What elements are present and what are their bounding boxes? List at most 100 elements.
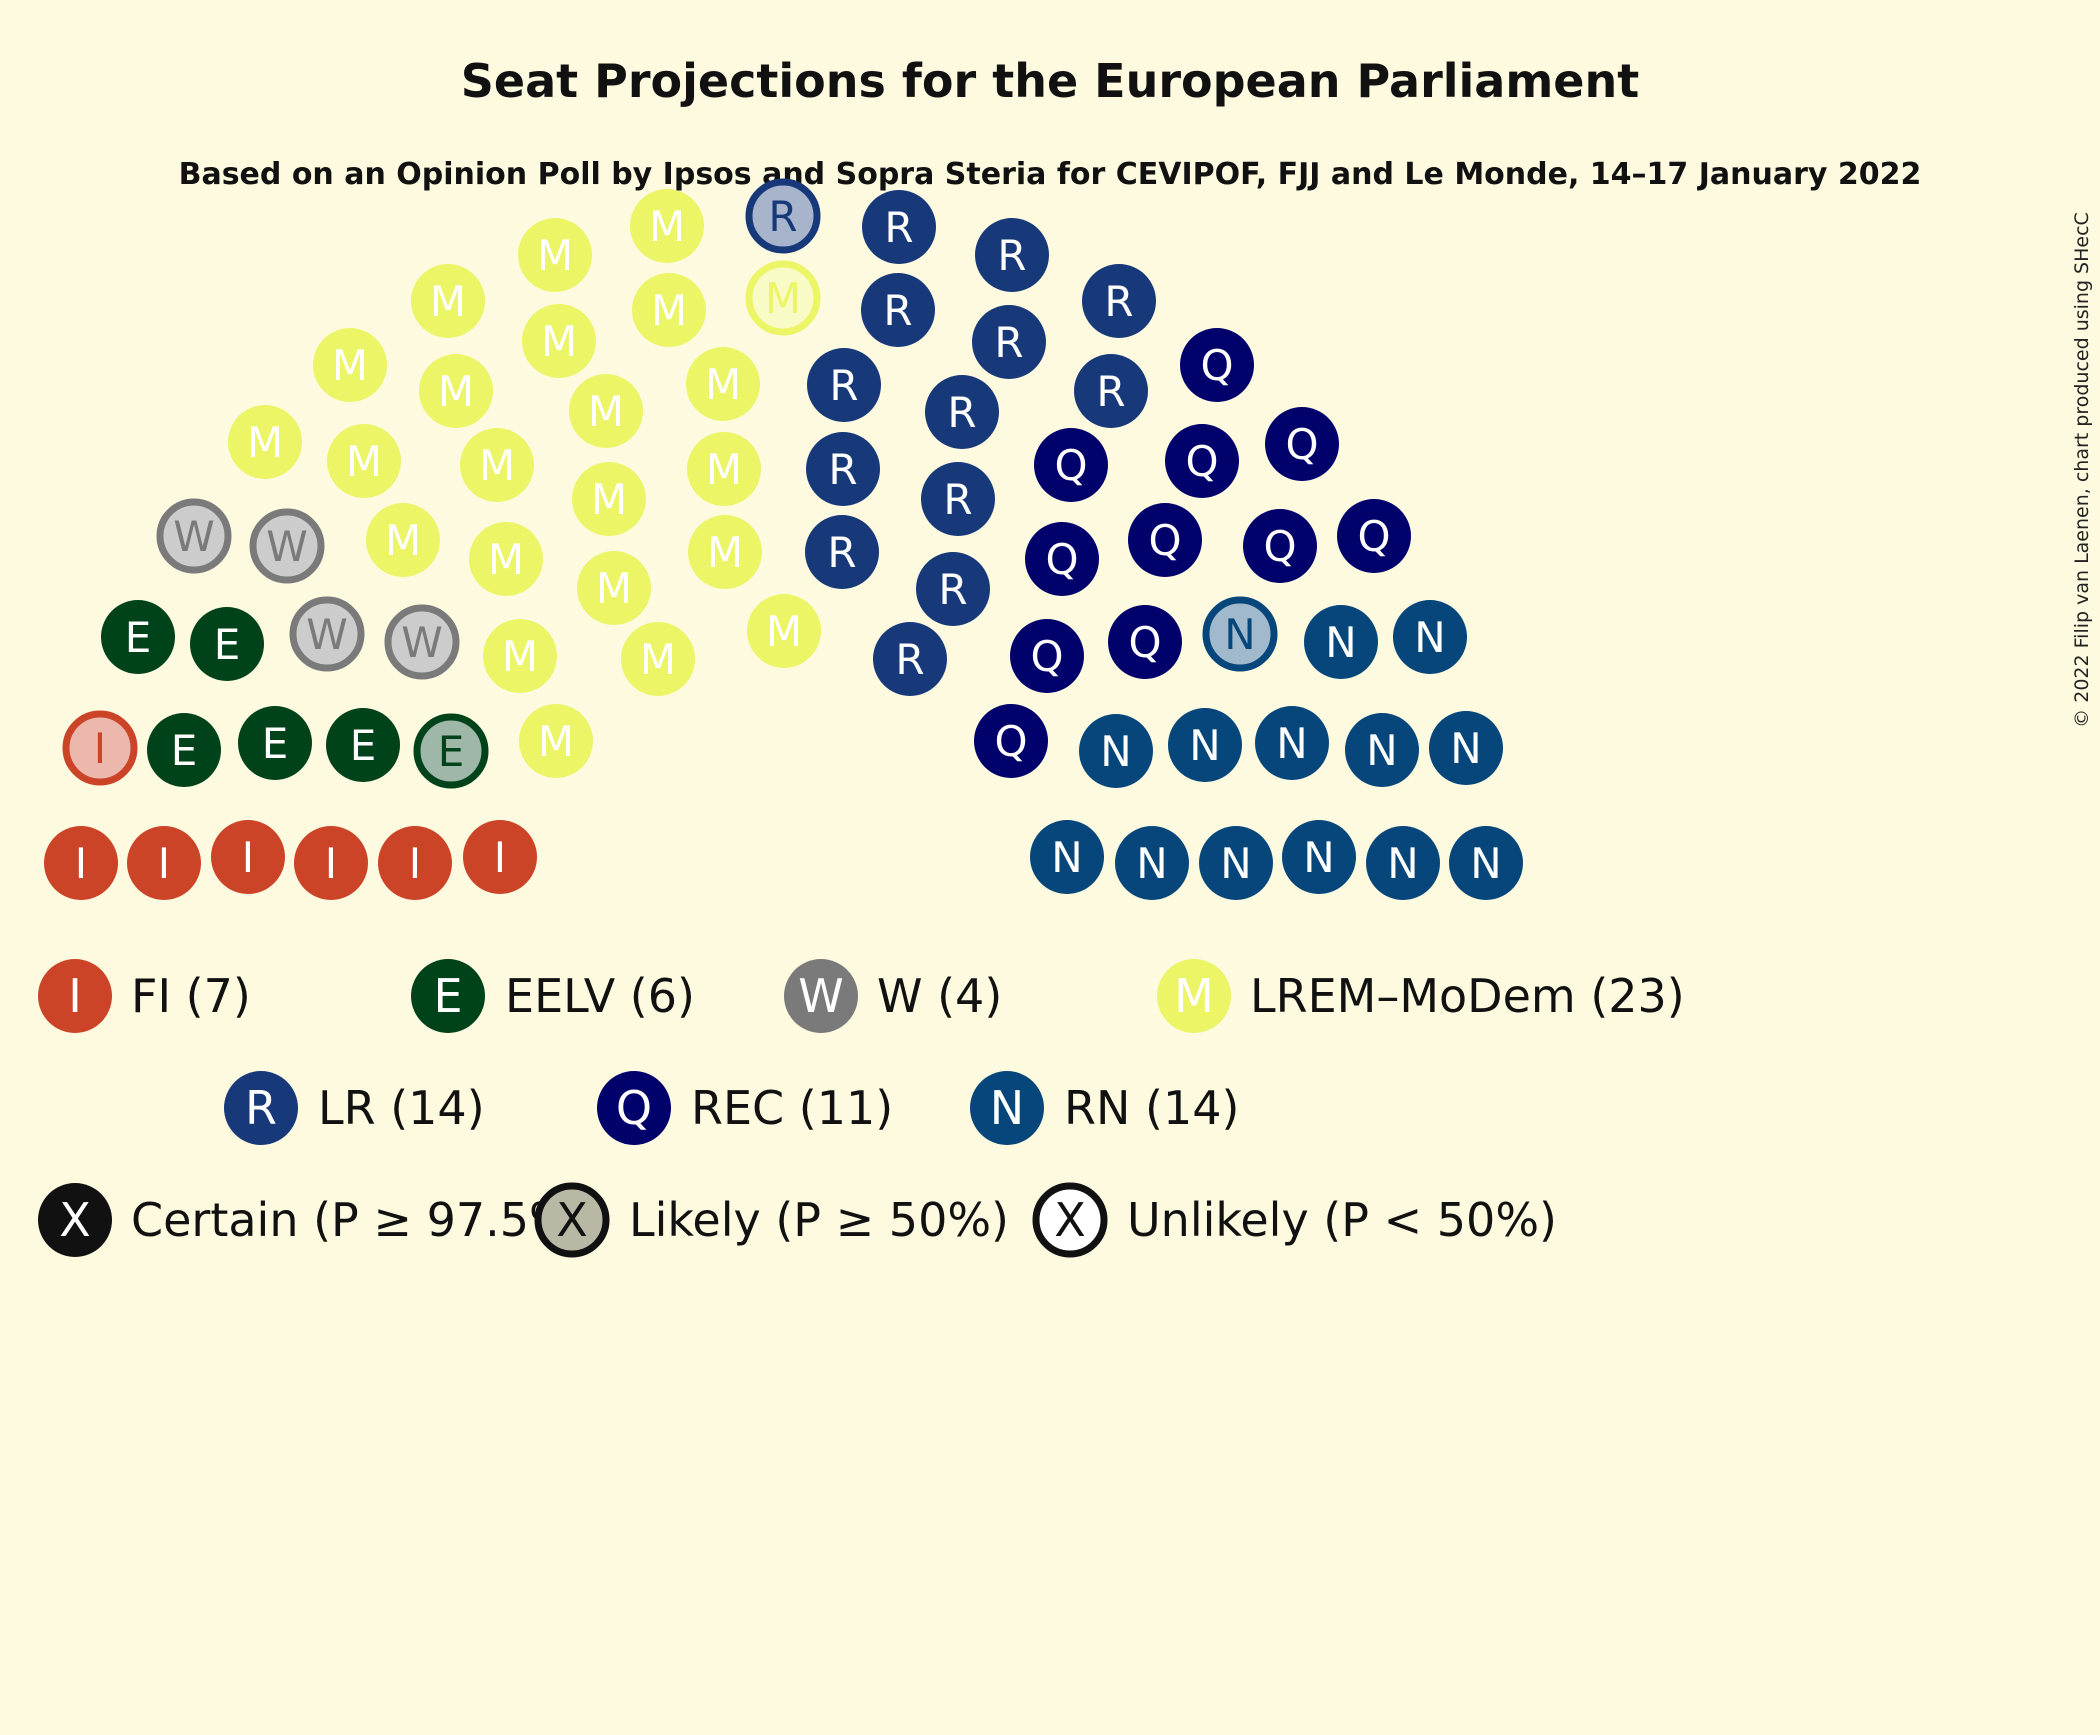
certainty-swatch — [534, 1182, 610, 1258]
seat-rn-7: N — [1345, 713, 1419, 787]
seat-letter: E — [214, 620, 241, 669]
legend-swatch — [970, 1071, 1044, 1145]
legend-letter: I — [68, 969, 82, 1023]
seat-letter: Q — [1030, 632, 1063, 681]
seat-circle — [1082, 264, 1156, 338]
seat-circle — [925, 375, 999, 449]
legend-letter: E — [433, 969, 462, 1023]
seat-letter: Q — [1128, 618, 1161, 667]
seat-circle — [1079, 714, 1153, 788]
seat-lr-2: R — [862, 190, 936, 264]
seat-circle — [862, 190, 936, 264]
seat-circle — [688, 515, 762, 589]
seat-letter: I — [158, 839, 170, 888]
seat-rn-12: N — [1282, 820, 1356, 894]
seat-rec-2: Q — [1265, 407, 1339, 481]
seat-letter: I — [242, 833, 254, 882]
seat-letter: M — [707, 528, 743, 577]
seat-circle — [413, 713, 489, 789]
seat-letter: W — [266, 522, 308, 571]
seat-w-3: W — [289, 596, 365, 672]
seat-rn-10: N — [1115, 826, 1189, 900]
seat-letter: M — [651, 286, 687, 335]
seat-circle — [1030, 820, 1104, 894]
seat-letter: M — [537, 231, 573, 280]
seat-letter: N — [1136, 839, 1167, 888]
seat-lrem-modem-18: M — [630, 189, 704, 263]
seat-circle — [44, 826, 118, 900]
seat-lrem-modem-20: M — [686, 347, 760, 421]
seat-letter: R — [938, 565, 967, 614]
seat-lrem-modem-1: M — [745, 260, 821, 336]
seat-lrem-modem-12: M — [518, 218, 592, 292]
seat-rec-5: Q — [1243, 509, 1317, 583]
seat-letter: N — [1303, 833, 1334, 882]
seat-circle — [419, 354, 493, 428]
seat-circle — [313, 328, 387, 402]
seat-letter: R — [827, 528, 856, 577]
seat-letter: R — [994, 318, 1023, 367]
seat-circle — [745, 178, 821, 254]
seat-letter: R — [947, 388, 976, 437]
seat-fi-7: I — [463, 820, 537, 894]
seat-letter: W — [401, 618, 443, 667]
seat-circle — [1199, 826, 1273, 900]
seat-lrem-modem-5: M — [366, 503, 440, 577]
seat-lrem-modem-11: M — [519, 704, 593, 778]
seat-rec-11: Q — [974, 704, 1048, 778]
legend-letter: R — [245, 1081, 277, 1135]
seat-letter: I — [325, 839, 337, 888]
seat-letter: M — [247, 418, 283, 467]
seat-rn-5: N — [1168, 708, 1242, 782]
certainty-item-unlikely: X Unlikely (P < 50%) — [1032, 1182, 1557, 1258]
seat-letter: W — [173, 512, 215, 561]
seat-letter: N — [1325, 618, 1356, 667]
seat-letter: M — [438, 367, 474, 416]
legend-letter: N — [990, 1081, 1024, 1135]
seat-letter: M — [596, 564, 632, 613]
seat-circle — [1108, 605, 1182, 679]
legend-label: RN (14) — [1064, 1081, 1239, 1135]
seat-letter: I — [409, 839, 421, 888]
seat-rn-9: N — [1030, 820, 1104, 894]
seat-letter: Q — [1045, 535, 1078, 584]
seat-letter: Q — [1285, 420, 1318, 469]
certainty-letter: X — [59, 1193, 91, 1247]
seat-lr-1: R — [745, 178, 821, 254]
seat-rec-3: Q — [1337, 499, 1411, 573]
seat-lrem-modem-13: M — [522, 304, 596, 378]
seat-letter: N — [1220, 839, 1251, 888]
seat-circle — [1025, 522, 1099, 596]
party-legend: I FI (7) E EELV (6) W W (4) M LREM–MoDem (23) R L… — [38, 959, 1685, 1145]
seat-letter: R — [1096, 367, 1125, 416]
seat-circle — [873, 622, 947, 696]
seat-circle — [147, 713, 221, 787]
seat-circle — [127, 826, 201, 900]
seat-lrem-modem-3: M — [313, 328, 387, 402]
seat-lrem-modem-14: M — [569, 374, 643, 448]
seat-letter: R — [828, 445, 857, 494]
legend-item-fi: I FI (7) — [38, 959, 251, 1033]
seat-w-2: W — [249, 508, 325, 584]
seat-circle — [326, 708, 400, 782]
seat-lrem-modem-6: M — [411, 264, 485, 338]
seat-circle — [1304, 605, 1378, 679]
seat-letter: E — [262, 719, 289, 768]
seat-letter: Q — [1263, 522, 1296, 571]
seat-circle — [460, 428, 534, 502]
seat-eelv-4: E — [147, 713, 221, 787]
certainty-swatch — [38, 1183, 112, 1257]
seat-circle — [1165, 424, 1239, 498]
legend-label: EELV (6) — [505, 969, 695, 1023]
seat-rn-13: N — [1366, 826, 1440, 900]
seat-lrem-modem-23: M — [747, 594, 821, 668]
seat-circle — [1034, 428, 1108, 502]
seat-lr-11: R — [972, 305, 1046, 379]
seat-lrem-modem-17: M — [621, 622, 695, 696]
seat-rn-6: N — [1255, 706, 1329, 780]
seat-circle — [745, 260, 821, 336]
seat-letter: Q — [1148, 516, 1181, 565]
seat-circle — [1393, 600, 1467, 674]
seat-circle — [1366, 826, 1440, 900]
seat-circle — [384, 604, 460, 680]
